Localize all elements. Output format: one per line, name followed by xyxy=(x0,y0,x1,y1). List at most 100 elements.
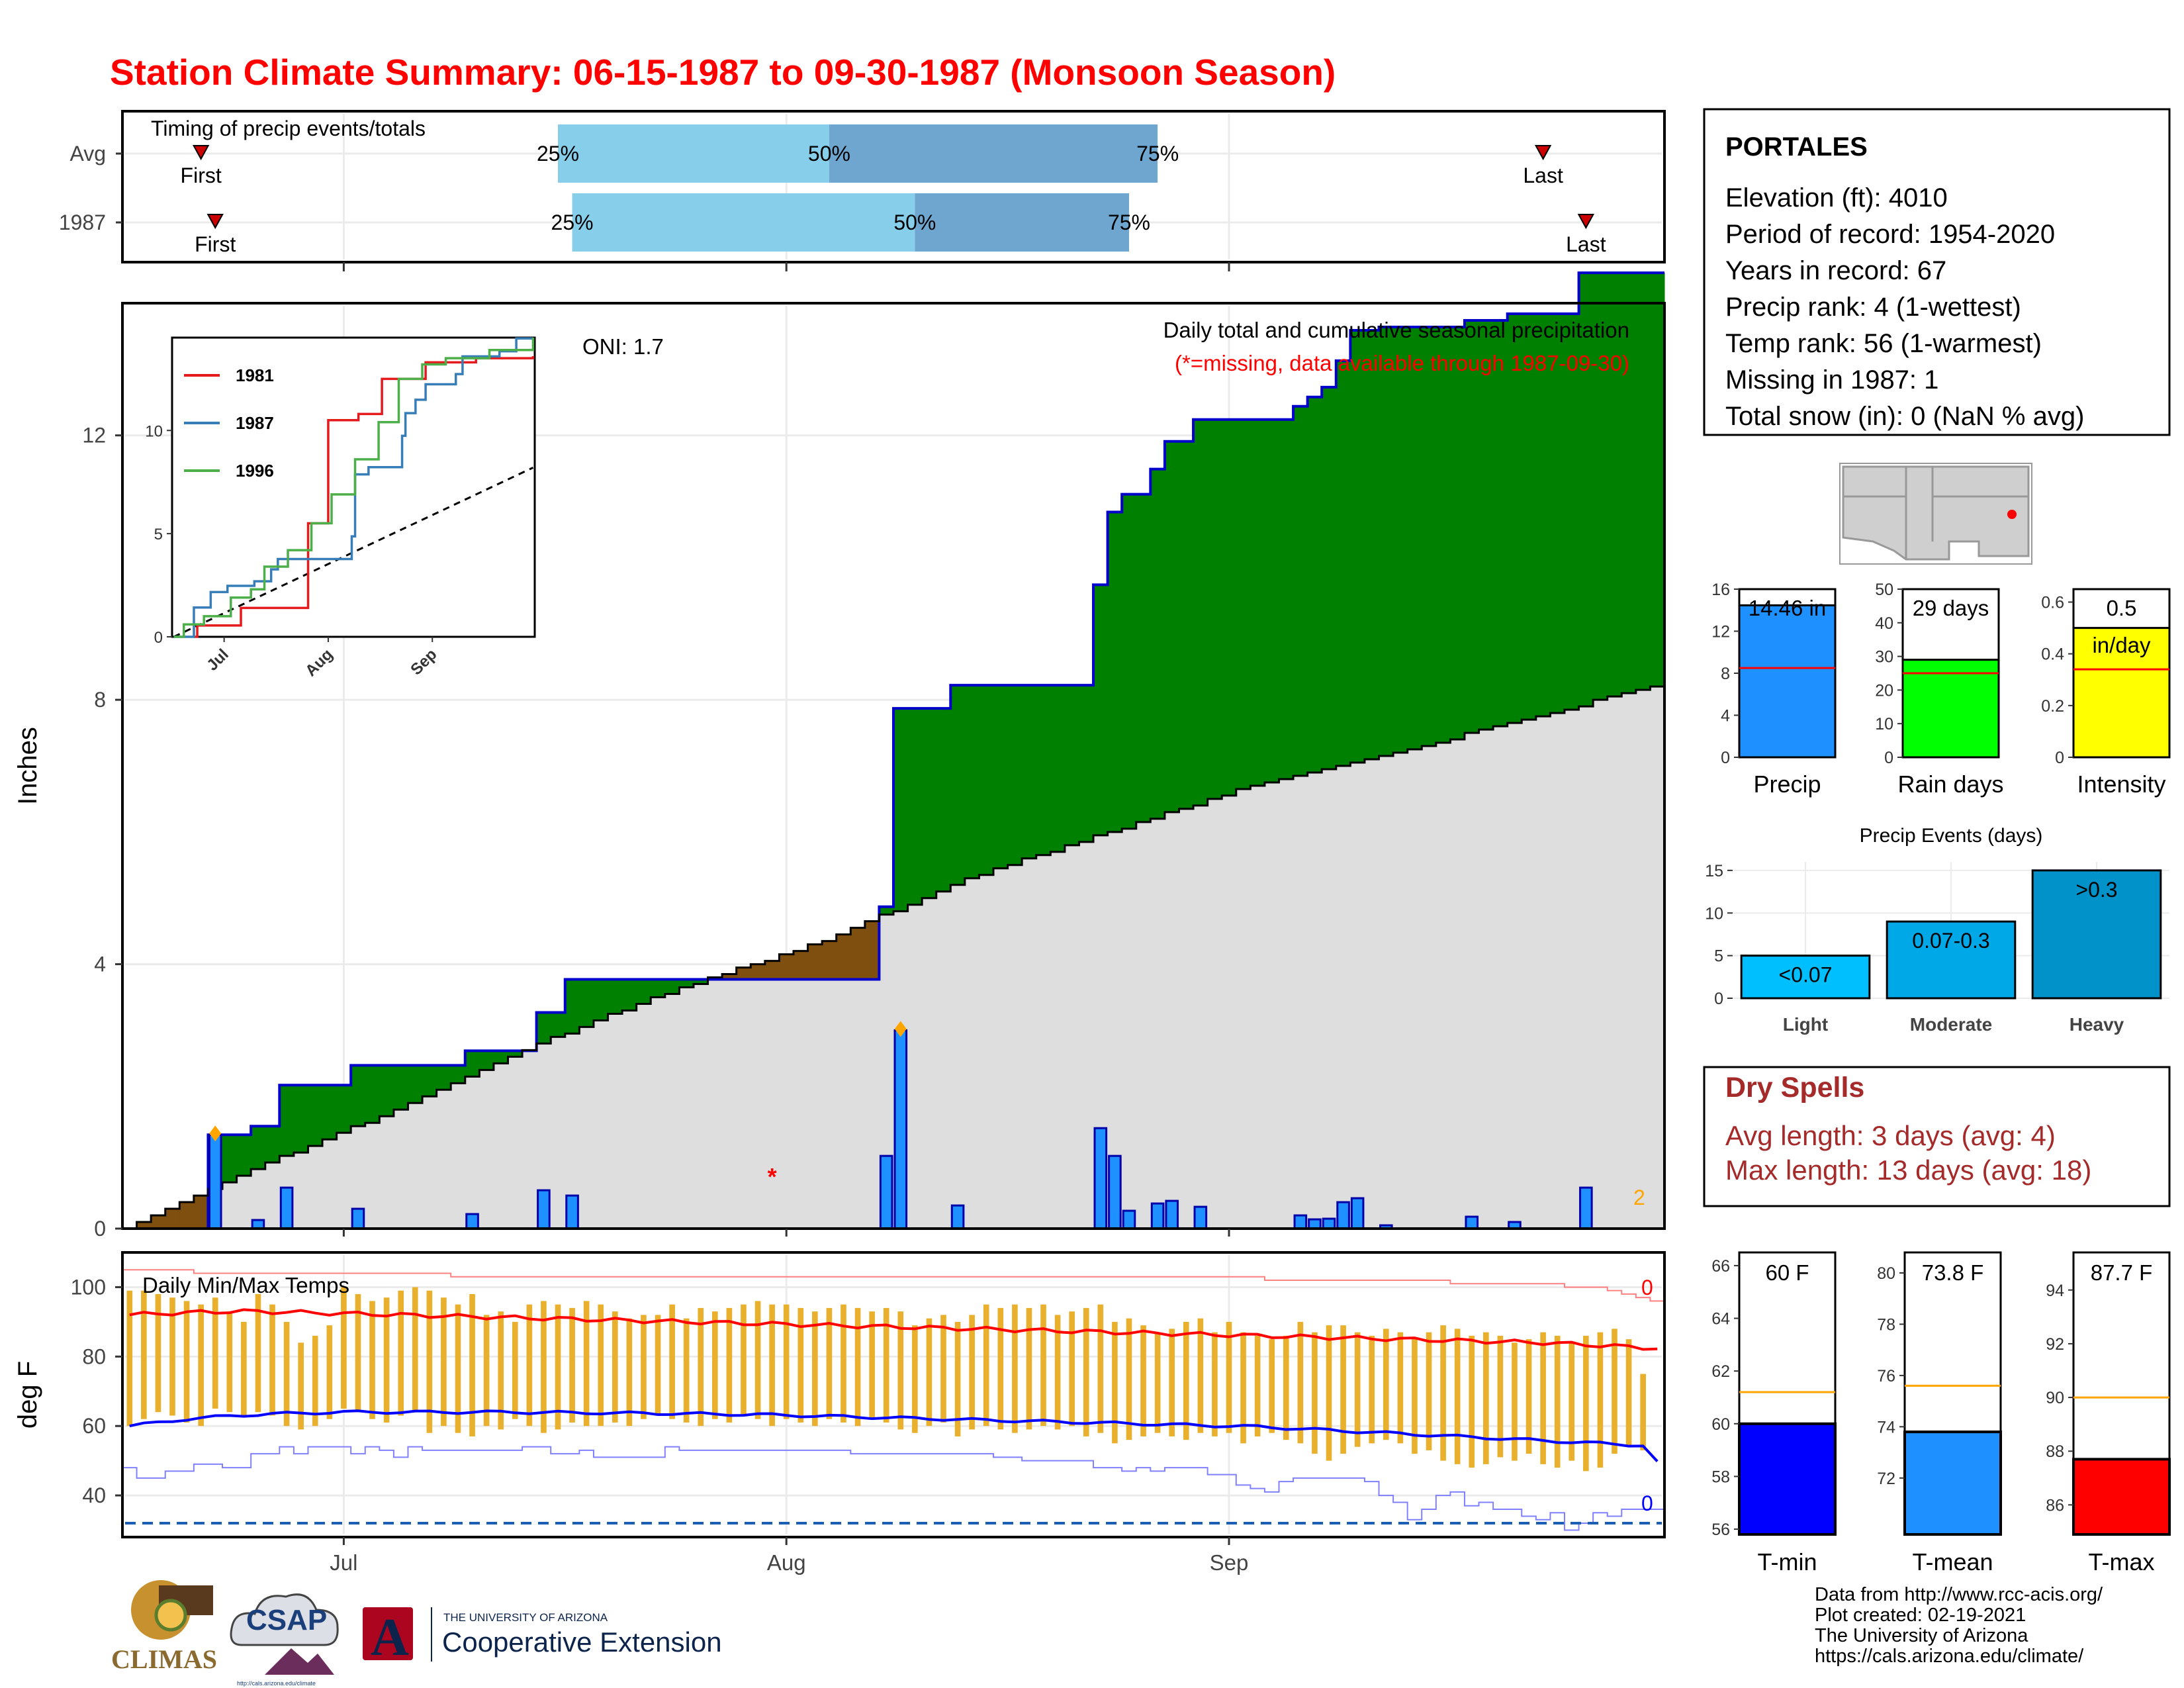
below-normal-segment xyxy=(151,1215,166,1229)
daily-temp-range-bar xyxy=(897,1311,904,1430)
above-normal-segment xyxy=(408,1065,423,1103)
daily-temp-range-bar xyxy=(1083,1307,1089,1436)
station-info-line: Period of record: 1954-2020 xyxy=(1725,220,2055,249)
events-y-tick-label: 5 xyxy=(1714,947,1723,966)
above-normal-segment xyxy=(1450,326,1465,740)
above-normal-segment xyxy=(1435,326,1451,743)
timing-first-label: First xyxy=(195,232,236,256)
daily-temp-range-bar xyxy=(741,1304,747,1416)
daily-temp-range-bar xyxy=(683,1318,690,1423)
inset-series-line-1996 xyxy=(173,338,535,638)
ua-logo-letter: A xyxy=(371,1609,409,1667)
precip-events-chart: Precip Events (days) 0 5 10 15 <0.07 Light 0.0… xyxy=(1705,825,2169,1035)
temp-bar-value-label: 73.8 F xyxy=(1922,1260,1984,1285)
daily-temp-range-bar xyxy=(498,1311,504,1430)
above-normal-segment xyxy=(451,1065,466,1084)
missing-data-note: (*=missing, data available through 1987-… xyxy=(1175,351,1629,375)
above-normal-segment xyxy=(1279,419,1294,779)
above-normal-segment xyxy=(222,1135,238,1183)
daily-temp-range-bar xyxy=(469,1293,475,1436)
daily-temp-range-bar xyxy=(1012,1304,1018,1433)
above-normal-segment xyxy=(565,979,580,1034)
summary-y-tick-label: 12 xyxy=(1711,623,1730,641)
daily-temp-range-bar xyxy=(726,1307,733,1423)
daily-precip-bar xyxy=(351,1207,365,1230)
record-max-count: 0 xyxy=(1641,1276,1653,1299)
above-normal-segment xyxy=(1593,273,1608,700)
daily-temp-range-bar xyxy=(854,1307,861,1427)
above-normal-segment xyxy=(1136,494,1151,822)
above-normal-segment xyxy=(536,1012,551,1044)
daily-temp-range-bar xyxy=(783,1304,790,1419)
above-normal-segment xyxy=(1322,387,1337,769)
daily-temp-range-bar xyxy=(669,1304,675,1419)
daily-temp-range-bar xyxy=(1112,1321,1118,1444)
temp-bar-y-tick-label: 66 xyxy=(1711,1257,1730,1276)
daily-temp-range-bar xyxy=(1625,1339,1632,1447)
missing-count: 2 xyxy=(1633,1186,1645,1209)
above-normal-segment xyxy=(1179,441,1194,809)
daily-temp-range-bar xyxy=(983,1304,989,1427)
below-normal-segment xyxy=(864,921,880,980)
inset-legend-label: 1987 xyxy=(236,413,274,433)
daily-temp-range-bar xyxy=(583,1301,590,1427)
temperature-summary-bars: 60 F 56 58 60 62 64 66 T-min 73.8 F 72 74 76 78 80 T-m… xyxy=(1711,1251,2171,1575)
daily-temp-range-bar xyxy=(1312,1332,1318,1454)
precip-events-category-label: Heavy xyxy=(2070,1014,2124,1035)
above-normal-segment xyxy=(693,979,709,984)
daily-temp-range-bar xyxy=(1454,1329,1461,1464)
above-normal-segment xyxy=(936,708,951,892)
summary-bar-intensity xyxy=(2072,627,2171,759)
record-min-line xyxy=(122,1446,1664,1531)
above-normal-segment xyxy=(964,685,979,878)
timing-last-label: Last xyxy=(1566,232,1606,256)
above-normal-segment xyxy=(1122,494,1137,829)
summary-y-tick-label: 0.6 xyxy=(2041,594,2064,612)
timing-p25-label: 25% xyxy=(537,142,579,165)
daily-temp-range-bar xyxy=(1583,1335,1589,1472)
daily-temp-range-bar xyxy=(183,1301,190,1423)
daily-temp-range-bar xyxy=(326,1325,333,1419)
daily-temp-range-bar xyxy=(1640,1374,1646,1450)
temp-bar-y-tick-label: 58 xyxy=(1711,1468,1730,1486)
temperature-y-axis-label: deg F xyxy=(13,1361,42,1429)
above-normal-segment xyxy=(979,685,994,875)
daily-temp-range-bar xyxy=(1269,1339,1275,1433)
daily-temp-range-bar xyxy=(1426,1332,1432,1450)
above-normal-segment xyxy=(1064,685,1079,845)
station-info-panel: PORTALES Elevation (ft): 4010 Period of r… xyxy=(1703,108,2171,436)
above-normal-segment xyxy=(351,1065,366,1127)
above-normal-segment xyxy=(1635,273,1651,690)
daily-temp-range-bar xyxy=(997,1307,1004,1430)
oni-label: ONI: 1.7 xyxy=(582,334,664,359)
summary-bar-precip xyxy=(1738,604,1837,759)
temperature-panel-frame xyxy=(121,1251,1666,1538)
precip-events-bar-light xyxy=(1740,955,1871,1000)
record-max-line xyxy=(122,1269,1664,1302)
daily-temp-range-bar xyxy=(912,1325,918,1433)
avg-tmax-line xyxy=(129,1308,1658,1351)
temp-bar-axis-label: T-max xyxy=(2088,1548,2154,1575)
daily-precip-bar xyxy=(1350,1197,1365,1230)
above-normal-segment xyxy=(1493,320,1508,727)
summary-y-tick-label: 0 xyxy=(2055,749,2064,767)
precip-events-bar-label: >0.3 xyxy=(2075,878,2117,902)
daily-temp-range-bar xyxy=(483,1315,490,1427)
university-of-arizona-logo: A THE UNIVERSITY OF ARIZONA Cooperative … xyxy=(363,1607,722,1667)
precip-y-axis-label: Inches xyxy=(13,727,42,805)
daily-precip-bar xyxy=(1465,1215,1479,1230)
daily-temp-range-bar xyxy=(1040,1304,1046,1427)
temp-bar-axis-label: T-min xyxy=(1758,1548,1817,1575)
daily-temp-range-bar xyxy=(312,1335,318,1427)
credit-line: The University of Arizona xyxy=(1815,1625,2028,1646)
temp-bar-y-tick-label: 92 xyxy=(2046,1335,2064,1354)
above-normal-segment xyxy=(365,1065,380,1123)
below-normal-segment xyxy=(779,954,794,980)
summary-bar-axis-label: Rain days xyxy=(1897,771,2003,798)
summary-y-tick-label: 50 xyxy=(1875,581,1893,599)
daily-temp-range-bar xyxy=(1226,1321,1232,1433)
precip-y-tick-label: 12 xyxy=(82,424,106,447)
daily-temp-range-bar xyxy=(126,1290,133,1427)
above-normal-segment xyxy=(1150,469,1165,819)
timing-title: Timing of precip events/totals xyxy=(151,117,426,140)
